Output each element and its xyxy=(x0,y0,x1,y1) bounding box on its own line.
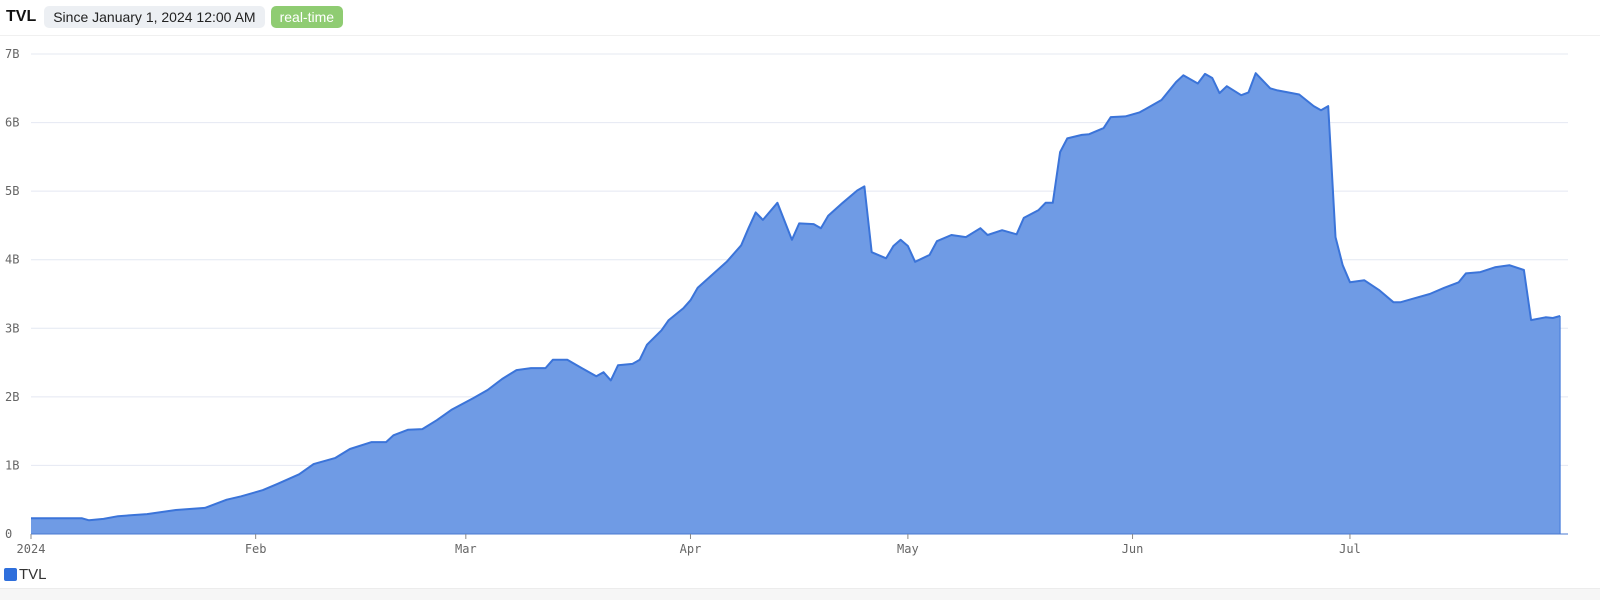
realtime-badge[interactable]: real-time xyxy=(270,6,344,28)
x-tick-label: 2024 xyxy=(17,542,46,556)
x-tick-label: Apr xyxy=(680,542,702,556)
y-tick-label: 0 xyxy=(5,527,12,541)
since-badge[interactable]: Since January 1, 2024 12:00 AM xyxy=(44,6,265,28)
y-tick-label: 7B xyxy=(5,47,19,61)
y-tick-label: 2B xyxy=(5,390,19,404)
tvl-chart[interactable]: 0 1B 2B 3B 4B 5B 6B 7B 2024 Feb Mar Apr May Jun Jul xyxy=(0,0,1600,560)
y-tick-label: 4B xyxy=(5,253,19,267)
footer-divider xyxy=(0,588,1600,600)
y-tick-label: 1B xyxy=(5,458,19,472)
tvl-line xyxy=(31,72,1561,522)
y-tick-label: 6B xyxy=(5,116,19,130)
x-tick-label: Jul xyxy=(1339,542,1361,556)
header-divider xyxy=(0,35,1600,36)
x-tick-label: Feb xyxy=(245,542,267,556)
chart-header: TVL Since January 1, 2024 12:00 AM real-… xyxy=(6,5,344,29)
chart-title: TVL xyxy=(6,8,37,25)
legend-label: TVL xyxy=(19,566,47,583)
x-tick-label: Jun xyxy=(1122,542,1144,556)
x-tick-label: Mar xyxy=(455,542,477,556)
legend-swatch xyxy=(4,568,17,581)
legend[interactable]: TVL xyxy=(4,566,47,583)
y-tick-label: 3B xyxy=(5,321,19,335)
y-tick-label: 5B xyxy=(5,184,19,198)
x-tick-label: May xyxy=(897,542,919,556)
tvl-area xyxy=(31,73,1561,534)
